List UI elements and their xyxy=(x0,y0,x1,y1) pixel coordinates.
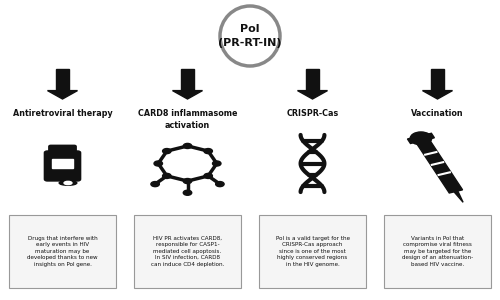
Polygon shape xyxy=(172,91,203,99)
Text: Vaccination: Vaccination xyxy=(411,110,464,118)
Text: CARD8 inflammasome
activation: CARD8 inflammasome activation xyxy=(138,110,237,130)
Bar xyxy=(52,158,73,168)
Polygon shape xyxy=(298,91,328,99)
FancyBboxPatch shape xyxy=(384,214,491,288)
Text: Antiretroviral therapy: Antiretroviral therapy xyxy=(12,110,112,118)
Ellipse shape xyxy=(64,182,72,184)
FancyBboxPatch shape xyxy=(44,151,80,181)
Circle shape xyxy=(154,161,162,166)
Circle shape xyxy=(151,182,160,187)
Circle shape xyxy=(204,173,212,178)
Text: Pol is a valid target for the
CRISPR-Cas approach
since is one of the most
highl: Pol is a valid target for the CRISPR-Cas… xyxy=(276,236,349,267)
Polygon shape xyxy=(181,69,194,91)
FancyBboxPatch shape xyxy=(9,214,116,288)
Circle shape xyxy=(184,143,192,148)
Polygon shape xyxy=(56,69,69,91)
Text: HIV PR activates CARD8,
responsible for CASP1-
mediated cell apoptosis.
In SIV i: HIV PR activates CARD8, responsible for … xyxy=(151,236,224,267)
Circle shape xyxy=(162,148,171,154)
Text: CRISPR-Cas: CRISPR-Cas xyxy=(286,110,339,118)
FancyBboxPatch shape xyxy=(134,214,242,288)
Circle shape xyxy=(204,148,212,154)
Polygon shape xyxy=(48,91,78,99)
Circle shape xyxy=(410,132,432,145)
FancyBboxPatch shape xyxy=(49,145,76,154)
FancyBboxPatch shape xyxy=(259,214,366,288)
Polygon shape xyxy=(306,69,319,91)
Polygon shape xyxy=(431,69,444,91)
Circle shape xyxy=(212,161,221,166)
Text: Pol
(PR-RT-IN): Pol (PR-RT-IN) xyxy=(218,24,282,48)
Polygon shape xyxy=(454,191,463,202)
Polygon shape xyxy=(422,91,452,99)
Circle shape xyxy=(184,190,192,195)
Ellipse shape xyxy=(59,181,77,185)
Text: Drugs that interfere with
early events in HIV
maturation may be
developed thanks: Drugs that interfere with early events i… xyxy=(27,236,98,267)
Circle shape xyxy=(184,178,192,184)
Polygon shape xyxy=(416,139,463,193)
Text: Variants in Pol that
compromise viral fitness
may be targeted for the
design of : Variants in Pol that compromise viral fi… xyxy=(402,236,473,267)
Circle shape xyxy=(216,182,224,187)
Polygon shape xyxy=(408,133,434,143)
Circle shape xyxy=(162,173,171,178)
